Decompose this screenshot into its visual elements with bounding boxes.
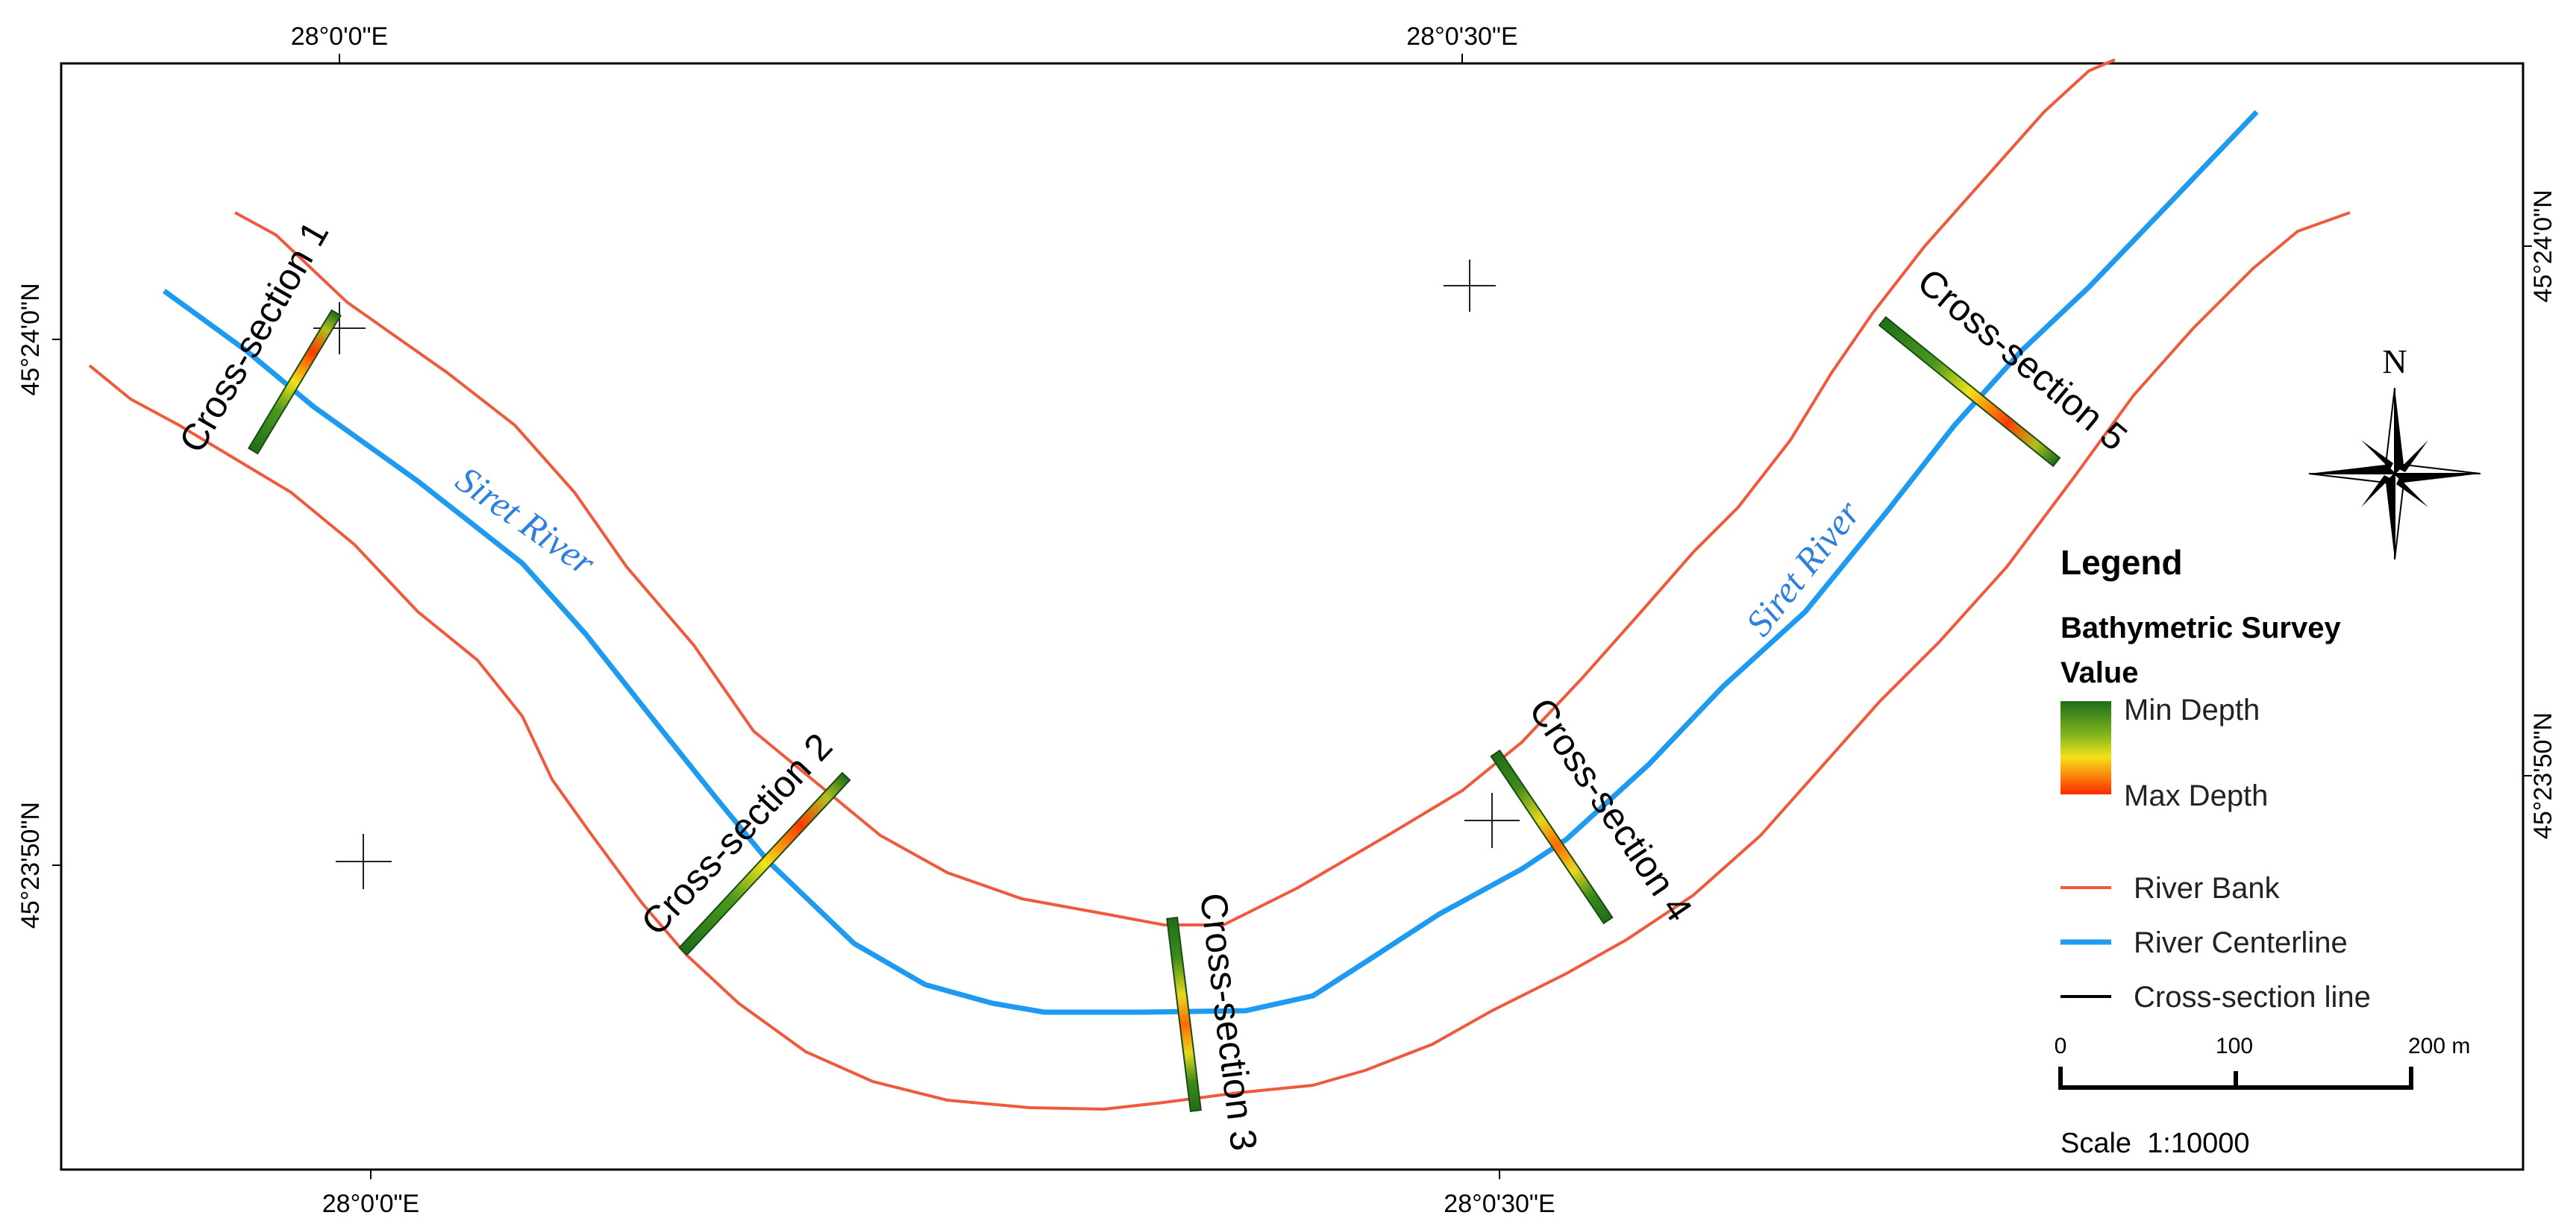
cross-section-label-3: Cross-section 3	[1192, 891, 1265, 1153]
legend-subtitle: Bathymetric Survey	[2061, 612, 2341, 644]
cross-section-line-1	[248, 309, 342, 455]
legend-title: Legend	[2061, 543, 2183, 582]
cross-section-line-4	[1490, 749, 1614, 925]
cross-section-line-5	[1878, 316, 2061, 468]
depth-color-ramp	[2061, 701, 2111, 794]
legend-value-label: Value	[2061, 656, 2139, 689]
river-bank-south	[88, 211, 2351, 1111]
cross-section-line-2	[678, 771, 851, 956]
legend-river-bank: River Bank	[2134, 872, 2281, 905]
coord-label-left-bottom: 45°23'50"N	[16, 802, 45, 929]
cross-section-label-1: Cross-section 1	[171, 214, 336, 459]
coord-label-bottom-right: 28°0'30"E	[1444, 1190, 1555, 1218]
legend-max-depth: Max Depth	[2124, 779, 2268, 812]
cross-section-line-3	[1166, 917, 1202, 1112]
legend-cross-section-line: Cross-section line	[2134, 981, 2371, 1014]
graticule-cross	[1464, 793, 1520, 848]
cross-section-label-2: Cross-section 2	[633, 725, 841, 943]
scale-bar: 0 100 200 m Scale 1:10000	[2055, 1034, 2471, 1159]
legend-min-depth: Min Depth	[2124, 694, 2260, 727]
scale-tick-0: 0	[2055, 1034, 2067, 1058]
north-label: N	[2382, 342, 2407, 380]
scale-tick-200: 200 m	[2408, 1034, 2470, 1058]
coord-label-top-right: 28°0'30"E	[1406, 22, 1517, 51]
coord-label-right-top: 45°24'0"N	[2529, 189, 2557, 302]
scale-tick-100: 100	[2216, 1034, 2253, 1058]
coord-label-bottom-left: 28°0'0"E	[322, 1190, 419, 1218]
coord-label-right-bottom: 45°23'50"N	[2529, 712, 2557, 839]
coord-label-left-top: 45°24'0"N	[16, 283, 45, 395]
river-centerline	[162, 110, 2259, 1015]
legend: Legend Bathymetric Survey Value Min Dept…	[2061, 543, 2371, 1014]
map-frame	[60, 62, 2525, 1171]
river-label-east: Siret River	[1737, 492, 1869, 644]
coord-label-top-left: 28°0'0"E	[291, 22, 388, 51]
graticule-cross	[336, 834, 392, 889]
scale-ratio: Scale 1:10000	[2061, 1128, 2250, 1159]
north-arrow-icon	[2308, 387, 2481, 560]
legend-river-centerline: River Centerline	[2134, 926, 2348, 959]
cross-section-label-4: Cross-section 4	[1521, 691, 1701, 929]
river-bank-north	[234, 58, 2116, 926]
graticule-cross	[1444, 260, 1496, 312]
